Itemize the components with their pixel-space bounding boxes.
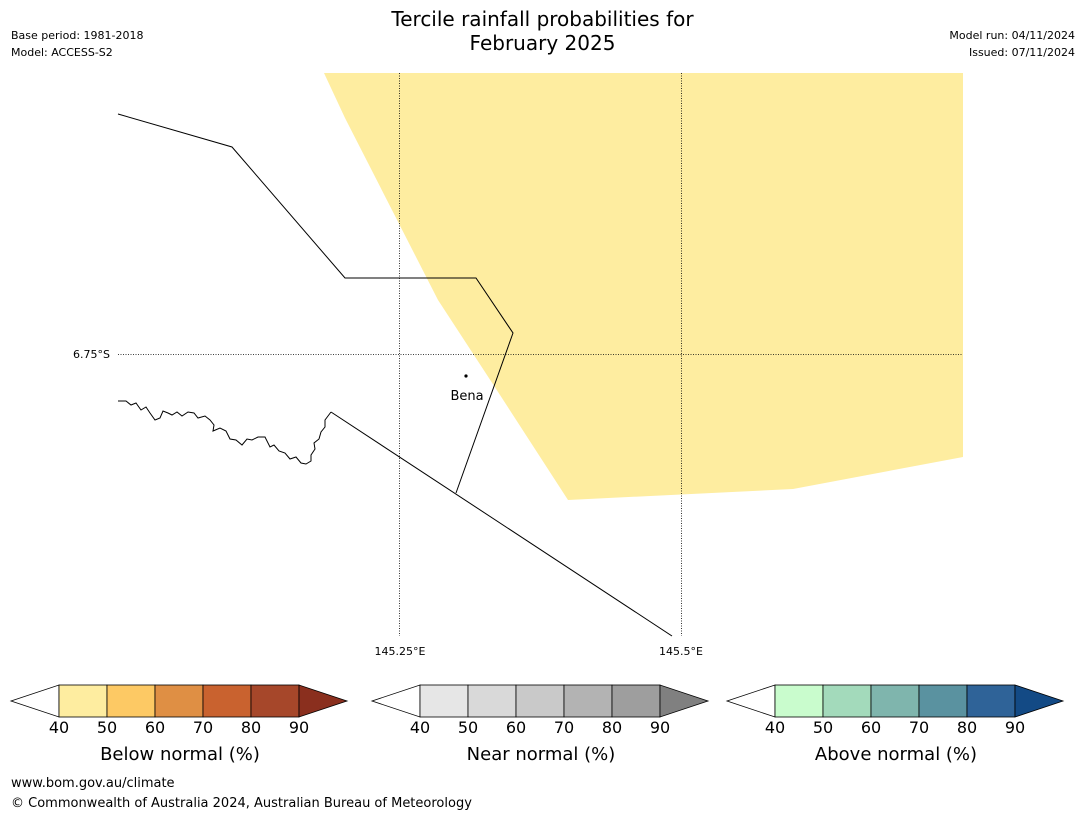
colorbar-tick: 40 — [48, 718, 70, 737]
colorbar-extension-high — [298, 684, 349, 718]
colorbar-label-above-normal: Above normal (%) — [814, 744, 978, 765]
colorbar-swatch — [611, 684, 661, 718]
colorbar-swatch — [202, 684, 252, 718]
colorbar-tick: 60 — [505, 718, 527, 737]
colorbar-tick: 40 — [409, 718, 431, 737]
below-normal-shaded-region — [324, 73, 963, 500]
province-boundary — [330, 411, 673, 637]
base-period: Base period: 1981-2018 — [11, 29, 144, 42]
colorbar-tick: 50 — [457, 718, 479, 737]
colorbar-below-normal-swatches — [9, 684, 349, 718]
colorbar-tick: 90 — [288, 718, 310, 737]
colorbar-tick: 70 — [192, 718, 214, 737]
colorbar-tick: 90 — [1004, 718, 1026, 737]
colorbar-label-near-normal: Near normal (%) — [466, 744, 616, 765]
colorbar-extension-high — [1014, 684, 1065, 718]
title-line-2: February 2025 — [469, 31, 616, 55]
colorbar-tick: 80 — [601, 718, 623, 737]
colorbar-tick: 40 — [764, 718, 786, 737]
colorbar-tick: 80 — [956, 718, 978, 737]
meta-left: Base period: 1981-2018 Model: ACCESS-S2 — [11, 27, 143, 61]
colorbar-swatch — [966, 684, 1016, 718]
colorbar-tick: 90 — [649, 718, 671, 737]
colorbar-swatch — [870, 684, 920, 718]
colorbar-extension-low — [9, 684, 60, 718]
colorbar-tick: 60 — [860, 718, 882, 737]
colorbar-above-normal: 40 50 60 70 80 90 Above normal (%) — [725, 684, 1066, 769]
footer-url[interactable]: www.bom.gov.au/climate — [11, 776, 175, 791]
footer-copyright: © Commonwealth of Australia 2024, Austra… — [11, 796, 472, 811]
colorbar-swatch — [563, 684, 613, 718]
model-name: Model: ACCESS-S2 — [11, 46, 113, 59]
colorbar-swatch — [515, 684, 565, 718]
bena-marker — [464, 374, 468, 378]
colorbar-tick: 50 — [96, 718, 118, 737]
colorbar-tick: 50 — [812, 718, 834, 737]
longitude-label-145-5: 145.5°E — [659, 645, 703, 658]
colorbar-label-below-normal: Below normal (%) — [100, 744, 260, 765]
colorbar-swatch — [918, 684, 968, 718]
colorbar-swatch — [58, 684, 108, 718]
colorbar-swatch — [106, 684, 156, 718]
district-boundary — [117, 113, 514, 494]
colorbar-above-normal-swatches — [725, 684, 1065, 718]
title-line-1: Tercile rainfall probabilities for — [391, 7, 694, 31]
meta-right: Model run: 04/11/2024 Issued: 07/11/2024 — [949, 27, 1075, 61]
colorbar-swatch — [154, 684, 204, 718]
colorbar-tick: 70 — [553, 718, 575, 737]
colorbar-swatch — [419, 684, 469, 718]
colorbar-tick: 80 — [240, 718, 262, 737]
longitude-label-145-25: 145.25°E — [375, 645, 426, 658]
colorbar-below-normal: 40 50 60 70 80 90 Below normal (%) — [9, 684, 350, 769]
colorbar-tick: 60 — [144, 718, 166, 737]
colorbar-swatch — [467, 684, 517, 718]
latitude-label: 6.75°S — [73, 348, 110, 361]
colorbar-near-normal-swatches — [370, 684, 710, 718]
colorbar-near-normal: 40 50 60 70 80 90 Near normal (%) — [370, 684, 711, 769]
colorbar-swatch — [250, 684, 300, 718]
colorbar-swatch — [822, 684, 872, 718]
place-label-bena: Bena — [450, 389, 483, 404]
issued-date: Issued: 07/11/2024 — [968, 46, 1075, 59]
map-canvas: Bena 6.75°S 145.25°E 145.5°E — [73, 73, 963, 658]
colorbar-extension-low — [725, 684, 776, 718]
colorbar-extension-high — [659, 684, 710, 718]
model-run: Model run: 04/11/2024 — [949, 29, 1075, 42]
river-boundary — [118, 400, 332, 465]
colorbar-swatch — [774, 684, 824, 718]
colorbar-tick: 70 — [908, 718, 930, 737]
map-title: Tercile rainfall probabilities for Febru… — [0, 7, 1085, 55]
colorbar-extension-low — [370, 684, 421, 718]
